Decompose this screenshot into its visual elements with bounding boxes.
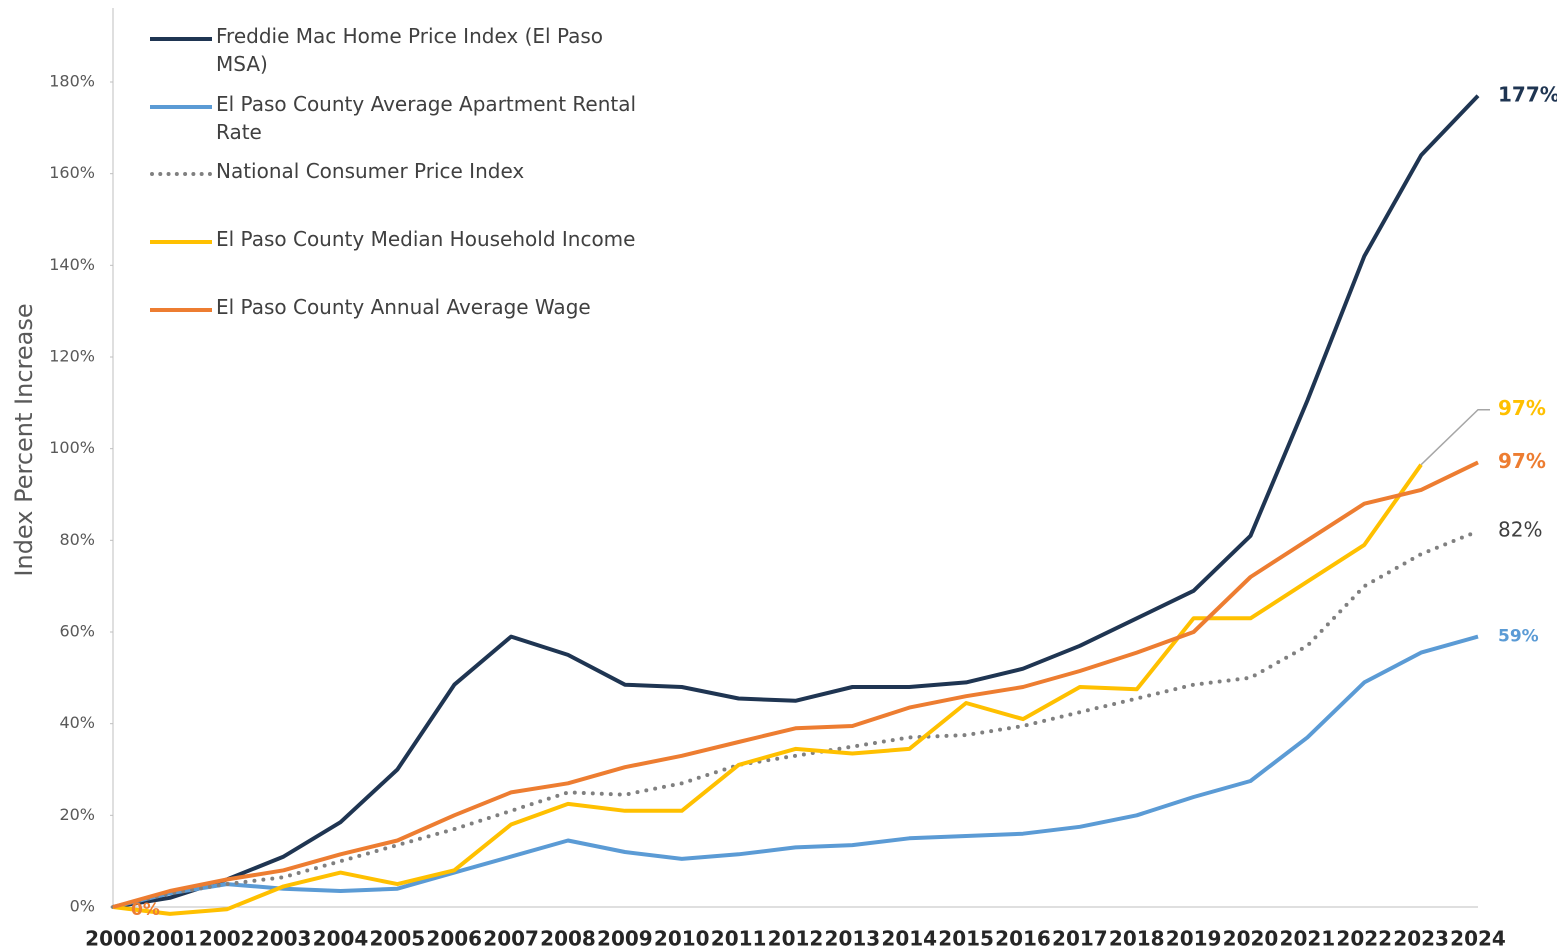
- x-tick-label: 2001: [142, 927, 198, 950]
- legend-label: El Paso County Median Household Income: [216, 227, 636, 251]
- legend-swatch: [150, 240, 212, 244]
- x-tick-label: 2017: [1052, 927, 1108, 950]
- x-tick-label: 2019: [1166, 927, 1222, 950]
- legend-label: El Paso County Annual Average Wage: [216, 295, 591, 319]
- y-tick-label: 140%: [49, 255, 95, 274]
- legend-item: National Consumer Price Index: [150, 157, 670, 185]
- x-tick-label: 2012: [768, 927, 824, 950]
- x-tick-label: 2013: [825, 927, 881, 950]
- y-tick-label: 40%: [59, 713, 95, 732]
- x-tick-label: 2003: [256, 927, 312, 950]
- series-line: [112, 460, 1479, 909]
- legend-label: El Paso County Average Apartment Rental …: [216, 92, 637, 144]
- legend-swatch: [150, 37, 212, 41]
- y-tick-label: 120%: [49, 347, 95, 366]
- series-line: [112, 463, 1423, 916]
- leader-line: [1420, 408, 1490, 466]
- y-tick-label: 60%: [59, 622, 95, 641]
- y-tick-label: 100%: [49, 438, 95, 457]
- y-tick-label: 0%: [70, 897, 95, 916]
- y-tick-label: 160%: [49, 163, 95, 182]
- y-axis-label: Index Percent Increase: [10, 303, 38, 576]
- series-line: [111, 529, 1480, 909]
- x-tick-label: 2023: [1393, 927, 1449, 950]
- end-label: 177%: [1498, 82, 1557, 106]
- x-tick-label: 2004: [313, 927, 369, 950]
- x-tick-label: 2024: [1450, 927, 1506, 950]
- end-label: 97%: [1498, 449, 1546, 473]
- end-label: 59%: [1498, 627, 1539, 647]
- x-tick-label: 2014: [881, 927, 937, 950]
- end-label: 82%: [1498, 518, 1542, 542]
- legend-swatch: [150, 172, 212, 176]
- x-tick-label: 2005: [370, 927, 426, 950]
- x-tick-label: 2002: [199, 927, 255, 950]
- legend-swatch: [150, 308, 212, 312]
- start-label: 0%: [131, 900, 160, 920]
- y-tick-label: 80%: [59, 530, 95, 549]
- x-tick-label: 2009: [597, 927, 653, 950]
- end-label: 97%: [1498, 396, 1546, 420]
- legend-item: El Paso County Annual Average Wage: [150, 293, 670, 321]
- legend-item: Freddie Mac Home Price Index (El Paso MS…: [150, 22, 670, 78]
- x-tick-label: 2021: [1280, 927, 1336, 950]
- series-line: [112, 634, 1479, 909]
- x-tick-label: 2018: [1109, 927, 1165, 950]
- legend-item: El Paso County Median Household Income: [150, 225, 670, 253]
- legend-item: El Paso County Average Apartment Rental …: [150, 90, 670, 146]
- x-tick-label: 2022: [1336, 927, 1392, 950]
- x-tick-label: 2016: [995, 927, 1051, 950]
- x-tick-label: 2010: [654, 927, 710, 950]
- x-tick-label: 2015: [938, 927, 994, 950]
- x-tick-label: 2020: [1223, 927, 1279, 950]
- y-tick-label: 180%: [49, 72, 95, 91]
- y-tick-label: 20%: [59, 805, 95, 824]
- x-tick-label: 2011: [711, 927, 767, 950]
- x-tick-label: 2000: [85, 927, 141, 950]
- x-tick-label: 2008: [540, 927, 596, 950]
- legend-label: National Consumer Price Index: [216, 159, 525, 183]
- legend-swatch: [150, 105, 212, 109]
- x-tick-label: 2007: [483, 927, 539, 950]
- series-line: [112, 94, 1480, 909]
- legend-label: Freddie Mac Home Price Index (El Paso MS…: [216, 24, 604, 76]
- x-tick-label: 2006: [426, 927, 482, 950]
